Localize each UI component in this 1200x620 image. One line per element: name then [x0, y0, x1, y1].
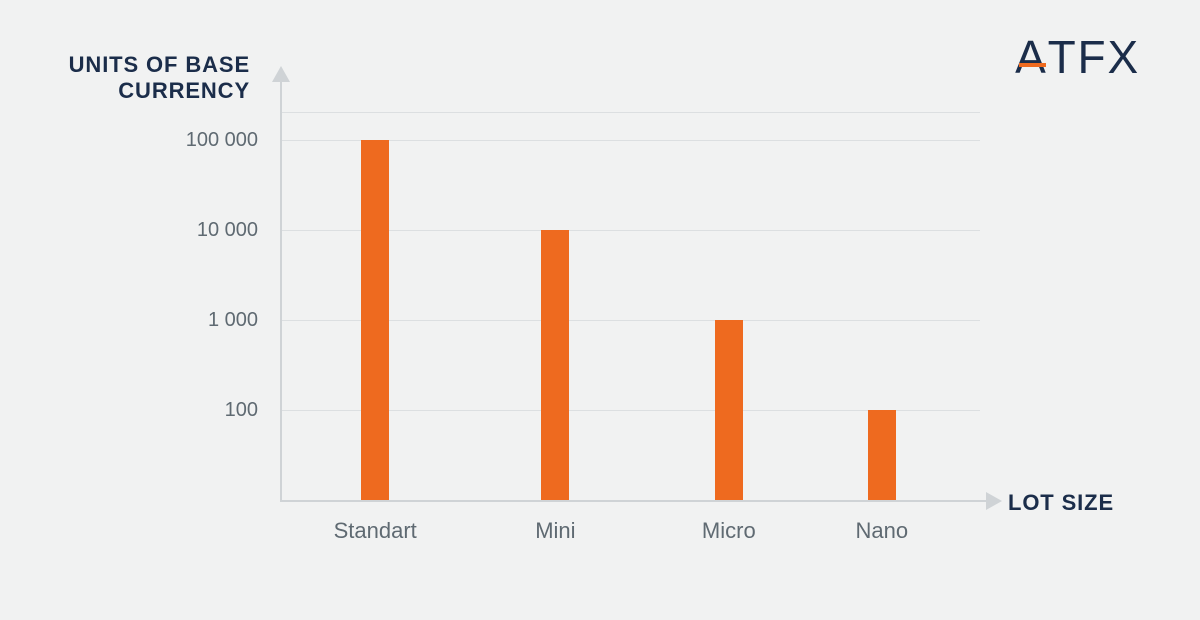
- x-tick-label: Mini: [535, 520, 575, 542]
- bar: [715, 320, 743, 500]
- y-tick-label: 1 000: [0, 310, 258, 330]
- x-tick-label: Micro: [702, 520, 756, 542]
- y-tick-label: 10 000: [0, 220, 258, 240]
- logo-accent-bar: [1019, 63, 1046, 67]
- x-axis-line: [280, 500, 986, 502]
- brand-logo: ATFX: [1015, 34, 1140, 80]
- bar: [868, 410, 896, 500]
- chart-canvas: ATFX UNITS OF BASE CURRENCY LOT SIZE 100…: [0, 0, 1200, 620]
- x-axis-title: LOT SIZE: [1008, 490, 1114, 516]
- plot-area: [280, 100, 960, 500]
- x-tick-label: Nano: [856, 520, 909, 542]
- y-tick-label: 100: [0, 400, 258, 420]
- logo-letters-tfx: TFX: [1048, 31, 1140, 83]
- bar: [541, 230, 569, 500]
- y-axis-arrow-icon: [272, 66, 290, 82]
- gridline: [282, 112, 980, 113]
- y-axis-title: UNITS OF BASE CURRENCY: [0, 52, 250, 105]
- bar: [361, 140, 389, 500]
- x-axis-arrow-icon: [986, 492, 1002, 510]
- y-tick-label: 100 000: [0, 130, 258, 150]
- logo-letter-a: A: [1015, 34, 1048, 80]
- x-tick-label: Standart: [334, 520, 417, 542]
- y-axis-line: [280, 80, 282, 500]
